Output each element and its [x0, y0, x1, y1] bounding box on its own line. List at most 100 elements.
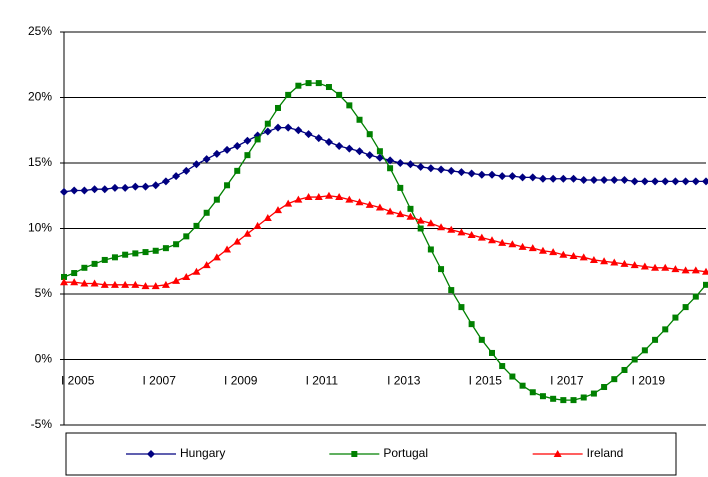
data-point: [345, 195, 354, 203]
data-point: [304, 130, 313, 139]
data-point: [365, 151, 374, 160]
data-point: [274, 206, 282, 214]
data-point: [691, 266, 700, 274]
data-point: [610, 176, 619, 185]
series-line: [63, 82, 707, 401]
data-point: [203, 209, 210, 216]
data-point: [406, 160, 415, 169]
data-point: [192, 160, 201, 169]
data-point: [448, 287, 455, 294]
data-point: [681, 266, 690, 274]
data-point: [397, 184, 404, 191]
data-point: [193, 222, 200, 229]
data-point: [151, 181, 160, 190]
data-point: [172, 172, 181, 181]
data-point: [244, 152, 251, 159]
data-point: [70, 278, 79, 286]
data-point: [529, 389, 536, 396]
data-point: [489, 349, 495, 356]
data-point: [589, 176, 598, 185]
data-point: [661, 263, 670, 271]
data-point: [396, 210, 405, 218]
data-point: [141, 182, 150, 191]
data-point: [488, 236, 496, 244]
data-point: [132, 250, 139, 257]
data-point: [621, 366, 628, 373]
data-point: [336, 91, 343, 98]
data-point: [243, 136, 252, 145]
data-point: [437, 223, 446, 231]
data-point: [110, 183, 119, 192]
data-point: [559, 250, 568, 258]
data-point: [122, 251, 129, 258]
data-point: [60, 278, 68, 286]
data-point: [438, 266, 445, 273]
data-point: [447, 166, 456, 175]
data-point: [131, 182, 140, 191]
x-tick-label: I 2011: [306, 374, 339, 388]
data-point: [285, 91, 292, 98]
data-point: [590, 390, 597, 397]
data-point: [213, 196, 220, 203]
data-point: [620, 176, 629, 185]
data-point: [703, 281, 708, 288]
data-point: [305, 80, 312, 87]
data-point: [162, 245, 169, 252]
data-point: [570, 397, 577, 404]
data-point: [559, 174, 568, 183]
data-point: [579, 253, 588, 261]
data-point: [569, 252, 578, 260]
data-point: [61, 273, 67, 280]
data-point: [652, 336, 659, 343]
data-point: [80, 186, 89, 195]
y-tick-label: 25%: [28, 24, 52, 38]
data-point: [437, 165, 446, 174]
data-point: [212, 253, 221, 261]
data-point: [202, 155, 211, 164]
data-point: [100, 280, 109, 288]
data-point: [355, 198, 364, 206]
data-point: [467, 231, 476, 239]
data-point: [550, 395, 557, 402]
data-point: [274, 123, 282, 132]
series-line: [64, 195, 707, 287]
data-point: [254, 136, 261, 143]
data-point: [275, 104, 281, 111]
data-point: [304, 193, 313, 201]
data-point: [682, 304, 689, 311]
data-point: [539, 393, 546, 400]
data-point: [324, 191, 333, 199]
data-point: [538, 174, 547, 183]
data-point: [294, 195, 303, 203]
data-point: [284, 123, 293, 132]
data-point: [519, 382, 526, 389]
y-tick-label: 20%: [28, 90, 52, 104]
x-tick-label: I 2019: [632, 374, 666, 388]
data-point: [91, 260, 98, 267]
data-point: [457, 168, 466, 177]
data-point: [672, 314, 679, 321]
data-point: [60, 187, 68, 196]
data-point: [152, 247, 159, 254]
data-point: [569, 174, 578, 183]
data-point: [630, 261, 639, 269]
data-point: [324, 138, 333, 147]
data-point: [315, 80, 322, 87]
data-point: [264, 120, 271, 127]
data-point: [447, 225, 456, 233]
data-point: [518, 242, 527, 250]
data-point: [427, 246, 434, 253]
data-point: [161, 280, 170, 288]
data-point: [376, 148, 383, 155]
data-point: [702, 177, 708, 186]
data-point: [620, 259, 629, 267]
data-point: [263, 214, 272, 222]
legend-label: Ireland: [587, 446, 624, 460]
data-point: [467, 169, 476, 178]
data-point: [477, 233, 486, 241]
data-point: [233, 237, 242, 245]
data-point: [671, 177, 680, 186]
x-tick-label: I 2013: [387, 374, 421, 388]
data-point: [325, 84, 332, 91]
